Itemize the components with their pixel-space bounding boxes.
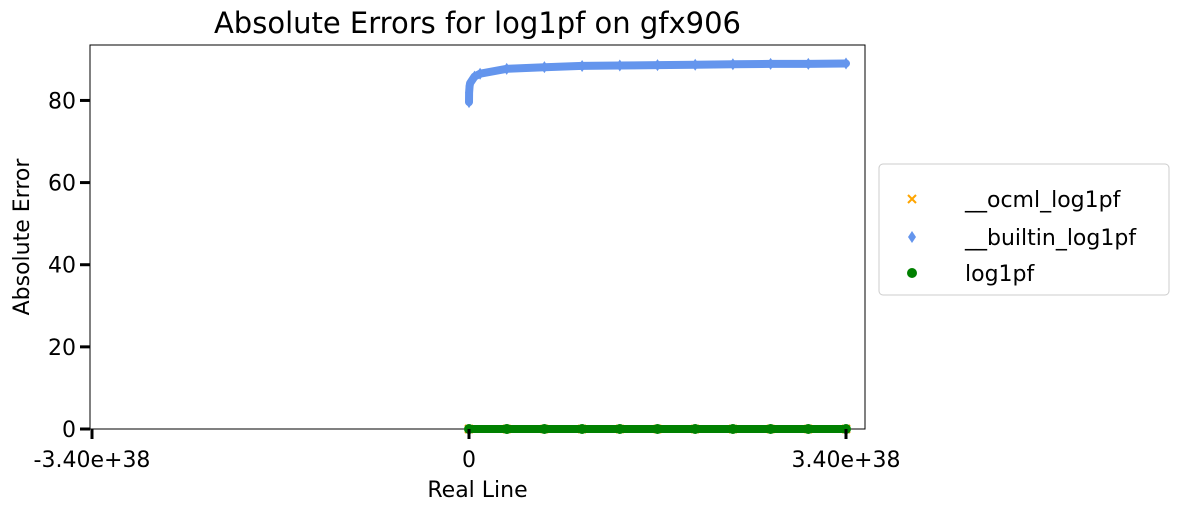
data-point bbox=[804, 57, 813, 70]
data-point bbox=[691, 58, 700, 71]
legend-label: __builtin_log1pf bbox=[964, 226, 1137, 251]
x-tick-label: -3.40e+38 bbox=[34, 448, 151, 473]
data-point bbox=[727, 424, 738, 434]
plot-area bbox=[89, 44, 866, 430]
legend-label: __ocml_log1pf bbox=[964, 188, 1122, 213]
data-point bbox=[476, 67, 485, 80]
y-tick-label: 40 bbox=[48, 254, 76, 279]
data-point bbox=[765, 424, 776, 434]
data-point bbox=[502, 62, 511, 75]
data-point bbox=[614, 424, 625, 434]
data-point bbox=[652, 424, 663, 434]
legend-frame bbox=[878, 163, 1170, 296]
chart-title: Absolute Errors for log1pf on gfx906 bbox=[214, 6, 741, 40]
data-point bbox=[690, 424, 701, 434]
data-point bbox=[577, 424, 588, 434]
legend-item-log1pf: log1pf bbox=[907, 262, 1035, 287]
plot-frame bbox=[89, 44, 866, 430]
x-tick-label: 0 bbox=[462, 448, 476, 473]
x-tick-label: 3.40e+38 bbox=[792, 448, 901, 473]
legend: __ocml_log1pf __builtin_log1pf log1pf bbox=[878, 163, 1170, 296]
axes-layer: -3.40e+38 0 3.40e+38 0 20 40 60 80 bbox=[34, 89, 901, 473]
x-axis-label: Real Line bbox=[427, 478, 527, 503]
legend-marker bbox=[907, 268, 917, 278]
data-point bbox=[539, 424, 550, 434]
y-axis-label: Absolute Error bbox=[10, 158, 35, 316]
data-point bbox=[728, 58, 737, 71]
legend-item-ocmllog1pf: __ocml_log1pf bbox=[907, 188, 1122, 213]
y-tick-label: 80 bbox=[48, 89, 76, 114]
data-point bbox=[466, 77, 475, 90]
data-point bbox=[803, 424, 814, 434]
data-point bbox=[653, 59, 662, 72]
data-point bbox=[540, 61, 549, 74]
data-point bbox=[465, 96, 474, 109]
data-point bbox=[766, 57, 775, 70]
legend-marker bbox=[908, 231, 916, 243]
data-point bbox=[842, 57, 850, 70]
series-builtinlog1pf bbox=[465, 57, 850, 109]
legend-marker bbox=[907, 194, 917, 204]
y-tick-label: 20 bbox=[48, 336, 76, 361]
data-point bbox=[615, 59, 624, 72]
data-point bbox=[501, 424, 512, 434]
series-log1pf bbox=[464, 424, 851, 434]
y-tick-label: 60 bbox=[48, 172, 76, 197]
y-tick-label: 0 bbox=[62, 418, 76, 443]
data-point bbox=[578, 59, 587, 72]
legend-item-builtinlog1pf: __builtin_log1pf bbox=[908, 226, 1137, 251]
data-layer bbox=[464, 57, 851, 434]
legend-label: log1pf bbox=[965, 262, 1035, 287]
